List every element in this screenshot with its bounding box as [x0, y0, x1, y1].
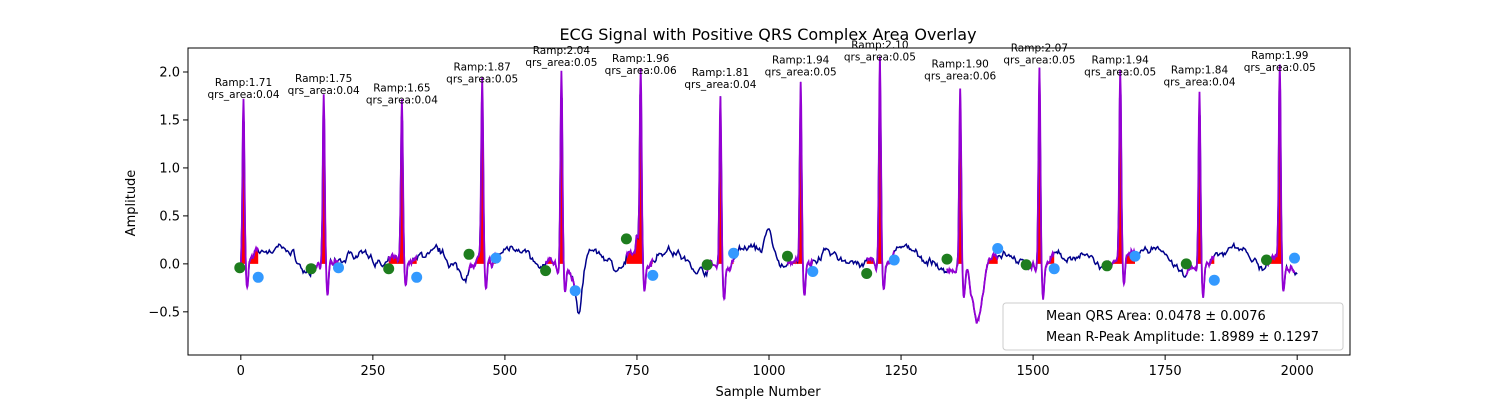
- x-tick-label: 750: [625, 364, 650, 379]
- legend-mean-qrs-area: Mean QRS Area: 0.0478 ± 0.0076: [1046, 309, 1266, 324]
- x-tick-label: 1000: [752, 364, 785, 379]
- annotation-qrs-area-beat-11: qrs_area:0.05: [1003, 54, 1075, 66]
- x-tick-label: 2000: [1281, 364, 1314, 379]
- s-point-beat-10: [992, 243, 1004, 254]
- annotation-qrs-area-beat-6: qrs_area:0.06: [605, 65, 677, 77]
- s-point-beat-2: [333, 262, 344, 274]
- annotation-ramp-beat-3: Ramp:1.65: [373, 83, 430, 95]
- qrs-area-fill-beat-4: [469, 77, 496, 264]
- q-point-beat-3: [383, 263, 395, 275]
- annotation-ramp-beat-12: Ramp:1.94: [1092, 55, 1150, 67]
- qrs-segment-beat-3: [387, 99, 418, 287]
- qrs-area-fill-beat-7: [707, 96, 734, 264]
- s-point-beat-5: [569, 285, 581, 297]
- qrs-segment-beat-8: [786, 81, 814, 296]
- q-point-beat-1: [234, 262, 246, 274]
- annotation-ramp-beat-7: Ramp:1.81: [692, 67, 749, 79]
- qrs-segment-beat-10: [946, 88, 999, 324]
- x-tick-label: 500: [492, 364, 517, 379]
- q-point-beat-14: [1261, 254, 1272, 266]
- y-tick-label: 0.0: [159, 257, 180, 272]
- q-point-beat-13: [1180, 258, 1192, 270]
- annotation-qrs-area-beat-5: qrs_area:0.05: [525, 57, 597, 69]
- s-point-beat-6: [647, 269, 659, 281]
- annotation-qrs-area-beat-13: qrs_area:0.04: [1163, 76, 1235, 88]
- annotation-qrs-area-beat-8: qrs_area:0.05: [765, 67, 837, 79]
- x-tick-label: 0: [237, 364, 245, 379]
- q-point-beat-7: [701, 259, 713, 271]
- y-axis-label: Amplitude: [124, 170, 139, 237]
- q-point-beat-5: [540, 265, 552, 277]
- s-point-beat-1: [252, 271, 264, 283]
- annotation-ramp-beat-5: Ramp:2.04: [533, 45, 591, 57]
- annotation-ramp-beat-10: Ramp:1.90: [932, 59, 989, 71]
- q-point-beat-8: [782, 250, 793, 262]
- annotation-qrs-area-beat-1: qrs_area:0.04: [207, 89, 279, 101]
- annotation-qrs-area-beat-9: qrs_area:0.05: [844, 51, 916, 63]
- q-point-beat-6: [620, 233, 632, 245]
- chart-title: ECG Signal with Positive QRS Complex Are…: [559, 25, 976, 44]
- x-tick-label: 1750: [1149, 364, 1182, 379]
- s-point-beat-4: [490, 252, 502, 264]
- qs-markers: [234, 233, 1300, 297]
- y-tick-label: 2.0: [159, 65, 180, 80]
- s-point-beat-11: [1048, 263, 1060, 275]
- qrs-segment-beat-5: [544, 70, 577, 294]
- annotation-qrs-area-beat-10: qrs_area:0.06: [924, 71, 996, 83]
- qrs-segment-beat-1: [239, 98, 260, 291]
- axes: 0 250 500 750 1000 1250 1500 1750 2000 −0.5 0.0 0.5…: [148, 47, 1351, 379]
- annotation-qrs-area-beat-12: qrs_area:0.05: [1084, 67, 1156, 79]
- annotation-ramp-beat-8: Ramp:1.94: [772, 55, 830, 67]
- legend-mean-r-peak-amplitude: Mean R-Peak Amplitude: 1.8989 ± 0.1297: [1046, 330, 1319, 345]
- annotation-ramp-beat-1: Ramp:1.71: [215, 77, 272, 89]
- s-point-beat-12: [1129, 250, 1141, 262]
- y-tick-label: 0.5: [159, 209, 180, 224]
- annotation-ramp-beat-4: Ramp:1.87: [454, 62, 511, 74]
- s-point-beat-7: [728, 247, 740, 259]
- x-tick-label: 1500: [1017, 364, 1050, 379]
- annotation-ramp-beat-14: Ramp:1.99: [1251, 50, 1308, 62]
- s-point-beat-8: [807, 266, 819, 277]
- annotation-ramp-beat-2: Ramp:1.75: [295, 73, 352, 85]
- legend-box: [1002, 302, 1344, 351]
- annotation-ramp-beat-13: Ramp:1.84: [1171, 64, 1229, 76]
- q-point-beat-2: [305, 263, 317, 275]
- q-point-beat-10: [941, 253, 953, 265]
- x-tick-label: 250: [360, 364, 385, 379]
- q-point-beat-12: [1101, 260, 1113, 272]
- qrs-segments: [239, 56, 1296, 324]
- q-point-beat-11: [1020, 259, 1032, 271]
- annotation-ramp-beat-6: Ramp:1.96: [612, 53, 670, 65]
- annotation-qrs-area-beat-14: qrs_area:0.05: [1244, 62, 1316, 74]
- x-axis-label: Sample Number: [715, 385, 821, 400]
- legend: Mean QRS Area: 0.0478 ± 0.0076 Mean R-Pe…: [1002, 302, 1344, 351]
- annotation-ramp-beat-9: Ramp:2.10: [851, 39, 908, 51]
- annotation-qrs-area-beat-7: qrs_area:0.04: [684, 79, 756, 91]
- y-tick-label: 1.0: [159, 161, 180, 176]
- q-point-beat-9: [861, 268, 873, 279]
- y-tick-label: 1.5: [159, 113, 180, 128]
- annotation-qrs-area-beat-3: qrs_area:0.04: [366, 95, 438, 107]
- q-point-beat-4: [463, 248, 475, 260]
- annotation-qrs-area-beat-2: qrs_area:0.04: [288, 85, 360, 97]
- s-point-beat-9: [888, 254, 900, 266]
- s-point-beat-14: [1289, 252, 1300, 264]
- y-tick-label: −0.5: [148, 305, 180, 320]
- s-point-beat-13: [1208, 274, 1220, 286]
- qrs-segment-beat-4: [468, 77, 497, 291]
- s-point-beat-3: [411, 271, 423, 283]
- qrs-segment-beat-6: [625, 68, 654, 292]
- annotation-qrs-area-beat-4: qrs_area:0.05: [446, 74, 518, 86]
- x-tick-label: 1250: [884, 364, 917, 379]
